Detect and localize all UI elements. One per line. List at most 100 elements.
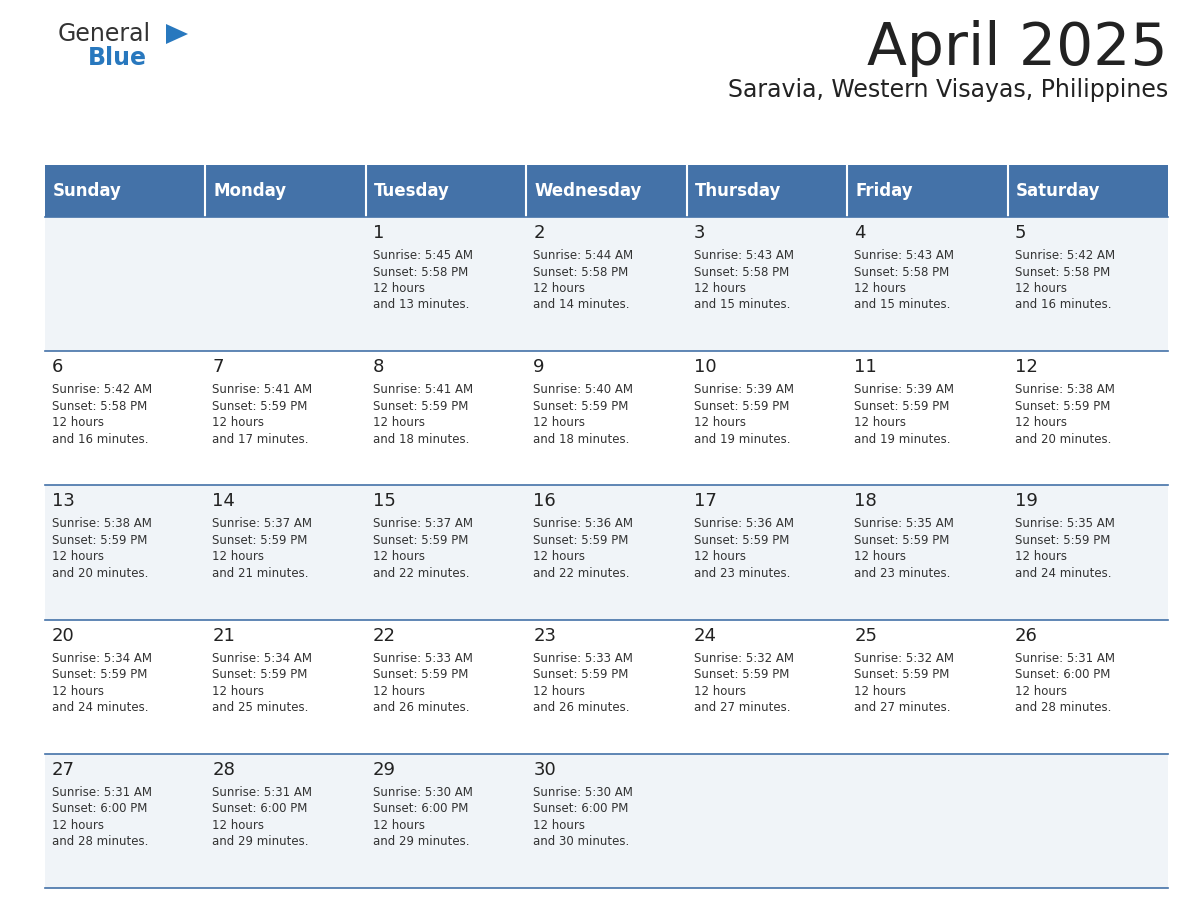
Text: Sunrise: 5:42 AM: Sunrise: 5:42 AM <box>52 383 152 397</box>
Bar <box>526 754 687 888</box>
Text: Sunset: 5:58 PM: Sunset: 5:58 PM <box>373 265 468 278</box>
Text: 12 hours: 12 hours <box>1015 282 1067 295</box>
Text: 16: 16 <box>533 492 556 510</box>
Bar <box>1007 165 1168 217</box>
Bar <box>206 486 366 620</box>
Bar <box>526 620 687 754</box>
Text: Monday: Monday <box>214 182 286 200</box>
Text: 5: 5 <box>1015 224 1026 242</box>
Text: 12 hours: 12 hours <box>854 551 906 564</box>
Text: 12 hours: 12 hours <box>854 685 906 698</box>
Text: 9: 9 <box>533 358 545 376</box>
Text: and 18 minutes.: and 18 minutes. <box>373 432 469 446</box>
Text: Sunset: 5:59 PM: Sunset: 5:59 PM <box>213 534 308 547</box>
Text: 12 hours: 12 hours <box>533 282 586 295</box>
Text: and 26 minutes.: and 26 minutes. <box>373 701 469 714</box>
Text: Sunset: 6:00 PM: Sunset: 6:00 PM <box>533 802 628 815</box>
Text: Sunset: 5:59 PM: Sunset: 5:59 PM <box>854 534 949 547</box>
Text: 12 hours: 12 hours <box>1015 685 1067 698</box>
Text: 12 hours: 12 hours <box>854 416 906 430</box>
Text: Sunrise: 5:30 AM: Sunrise: 5:30 AM <box>373 786 473 799</box>
Text: Thursday: Thursday <box>695 182 781 200</box>
Bar <box>1007 620 1168 754</box>
Bar <box>45 754 206 888</box>
Bar <box>1007 352 1168 486</box>
Text: 12 hours: 12 hours <box>533 551 586 564</box>
Bar <box>847 754 1007 888</box>
Text: Sunset: 5:59 PM: Sunset: 5:59 PM <box>533 534 628 547</box>
Text: Sunset: 5:59 PM: Sunset: 5:59 PM <box>694 399 789 413</box>
Text: 12 hours: 12 hours <box>52 551 105 564</box>
Text: Sunrise: 5:31 AM: Sunrise: 5:31 AM <box>1015 652 1114 665</box>
Bar <box>687 352 847 486</box>
Text: Sunrise: 5:43 AM: Sunrise: 5:43 AM <box>694 249 794 262</box>
Text: Sunset: 5:59 PM: Sunset: 5:59 PM <box>373 668 468 681</box>
Text: 12 hours: 12 hours <box>373 282 425 295</box>
Text: and 28 minutes.: and 28 minutes. <box>1015 701 1111 714</box>
Text: and 23 minutes.: and 23 minutes. <box>854 567 950 580</box>
Bar <box>206 620 366 754</box>
Text: and 27 minutes.: and 27 minutes. <box>694 701 790 714</box>
Bar <box>526 217 687 352</box>
Bar <box>1007 217 1168 352</box>
Text: Sunrise: 5:40 AM: Sunrise: 5:40 AM <box>533 383 633 397</box>
Bar <box>847 352 1007 486</box>
Text: Blue: Blue <box>88 46 147 70</box>
Text: 29: 29 <box>373 761 396 778</box>
Bar <box>526 352 687 486</box>
Text: 3: 3 <box>694 224 706 242</box>
Text: Tuesday: Tuesday <box>374 182 450 200</box>
Text: Sunrise: 5:37 AM: Sunrise: 5:37 AM <box>213 518 312 531</box>
Bar <box>45 352 206 486</box>
Text: Sunset: 5:59 PM: Sunset: 5:59 PM <box>213 399 308 413</box>
Polygon shape <box>166 24 188 44</box>
Text: and 19 minutes.: and 19 minutes. <box>694 432 790 446</box>
Text: 1: 1 <box>373 224 384 242</box>
Text: Sunset: 6:00 PM: Sunset: 6:00 PM <box>1015 668 1110 681</box>
Text: 4: 4 <box>854 224 866 242</box>
Text: Sunset: 5:58 PM: Sunset: 5:58 PM <box>1015 265 1110 278</box>
Text: and 20 minutes.: and 20 minutes. <box>52 567 148 580</box>
Text: Sunset: 5:59 PM: Sunset: 5:59 PM <box>373 399 468 413</box>
Text: and 19 minutes.: and 19 minutes. <box>854 432 950 446</box>
Text: and 30 minutes.: and 30 minutes. <box>533 835 630 848</box>
Text: Sunset: 5:58 PM: Sunset: 5:58 PM <box>854 265 949 278</box>
Text: Friday: Friday <box>855 182 912 200</box>
Bar <box>526 486 687 620</box>
Text: 18: 18 <box>854 492 877 510</box>
Text: Sunset: 5:58 PM: Sunset: 5:58 PM <box>694 265 789 278</box>
Bar <box>526 165 687 217</box>
Text: 11: 11 <box>854 358 877 376</box>
Text: Sunrise: 5:41 AM: Sunrise: 5:41 AM <box>213 383 312 397</box>
Text: 22: 22 <box>373 627 396 644</box>
Text: Sunset: 5:58 PM: Sunset: 5:58 PM <box>52 399 147 413</box>
Text: Sunrise: 5:42 AM: Sunrise: 5:42 AM <box>1015 249 1114 262</box>
Text: 12 hours: 12 hours <box>533 685 586 698</box>
Text: 14: 14 <box>213 492 235 510</box>
Text: Sunrise: 5:38 AM: Sunrise: 5:38 AM <box>52 518 152 531</box>
Bar <box>687 754 847 888</box>
Text: and 29 minutes.: and 29 minutes. <box>213 835 309 848</box>
Text: Sunrise: 5:43 AM: Sunrise: 5:43 AM <box>854 249 954 262</box>
Bar <box>687 217 847 352</box>
Text: 12 hours: 12 hours <box>694 416 746 430</box>
Text: Sunrise: 5:39 AM: Sunrise: 5:39 AM <box>854 383 954 397</box>
Text: 2: 2 <box>533 224 545 242</box>
Text: Sunrise: 5:35 AM: Sunrise: 5:35 AM <box>854 518 954 531</box>
Text: Sunrise: 5:36 AM: Sunrise: 5:36 AM <box>533 518 633 531</box>
Bar <box>206 217 366 352</box>
Text: 28: 28 <box>213 761 235 778</box>
Text: Saturday: Saturday <box>1016 182 1100 200</box>
Text: 12 hours: 12 hours <box>373 819 425 832</box>
Text: 23: 23 <box>533 627 556 644</box>
Text: Sunset: 6:00 PM: Sunset: 6:00 PM <box>52 802 147 815</box>
Text: 25: 25 <box>854 627 877 644</box>
Text: Sunset: 5:59 PM: Sunset: 5:59 PM <box>533 399 628 413</box>
Text: and 29 minutes.: and 29 minutes. <box>373 835 469 848</box>
Bar <box>206 352 366 486</box>
Bar <box>1007 754 1168 888</box>
Text: Sunrise: 5:45 AM: Sunrise: 5:45 AM <box>373 249 473 262</box>
Text: and 15 minutes.: and 15 minutes. <box>694 298 790 311</box>
Text: 19: 19 <box>1015 492 1037 510</box>
Bar <box>366 352 526 486</box>
